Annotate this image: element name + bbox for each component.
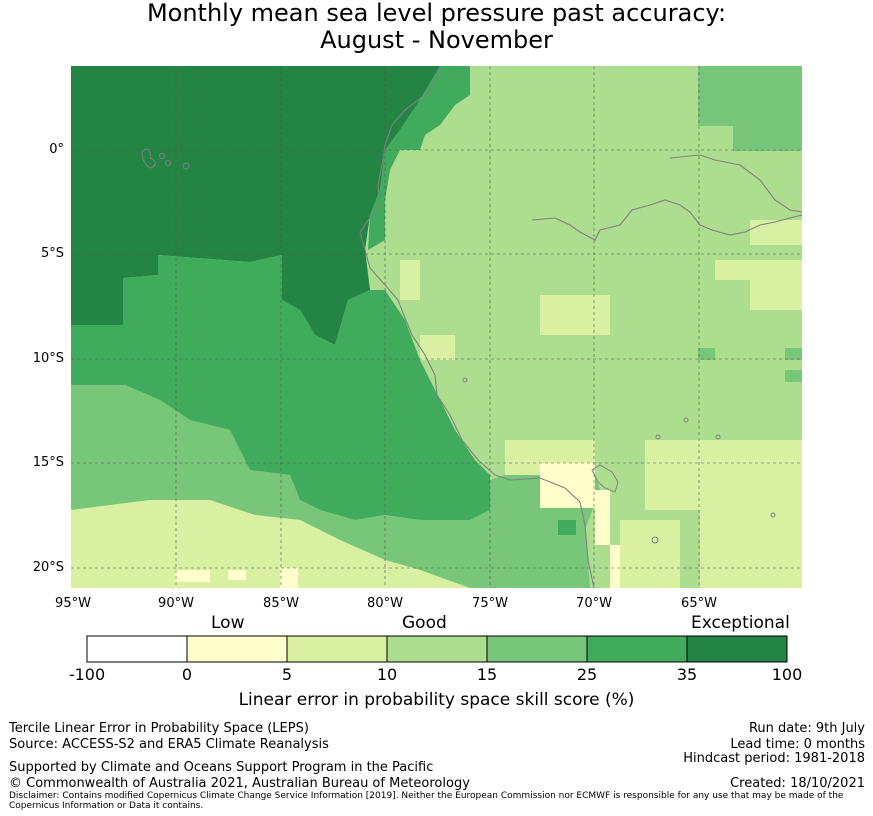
lon-label: 75°W (472, 596, 508, 611)
colorbar-segment (287, 636, 387, 662)
created-date: Created: 18/10/2021 (730, 776, 865, 791)
coastline (359, 66, 595, 588)
run-date: Run date: 9th July (748, 721, 865, 736)
footer-disclaimer-cont: Copernicus Information or Data it contai… (9, 801, 204, 811)
patch-low (595, 490, 610, 545)
colorbar-segment (187, 636, 287, 662)
colorbar-title: Linear error in probability space skill … (238, 690, 635, 710)
colorbar-tick: 10 (376, 665, 398, 684)
patch-low (280, 568, 298, 588)
footer-method: Tercile Linear Error in Probability Spac… (9, 721, 309, 736)
patch-fair (620, 520, 680, 588)
colorbar-segment (687, 636, 787, 662)
ocean-region-fair (71, 500, 470, 588)
patch-good (785, 348, 802, 360)
colorbar-tick: -100 (68, 665, 106, 684)
footer-support: Supported by Climate and Oceans Support … (9, 760, 434, 775)
patch-good (698, 348, 715, 360)
colorbar-tick: 5 (281, 665, 293, 684)
colorbar-outline (86, 635, 788, 663)
lat-label: 5°S (40, 246, 64, 261)
ocean-region-very-good (71, 255, 490, 520)
lon-label: 70°W (576, 596, 612, 611)
lon-label: 80°W (367, 596, 403, 611)
colorbar-segment (587, 636, 687, 662)
patch-low (228, 570, 246, 580)
category-label-low: Low (211, 613, 245, 633)
map-title-line2: August - November (320, 26, 553, 54)
category-label-good: Good (402, 613, 447, 633)
colorbar-segment (387, 636, 487, 662)
patch-fair (700, 510, 802, 588)
patch-good (698, 66, 802, 126)
category-label-exceptional: Exceptional (691, 613, 790, 633)
lat-label: 15°S (32, 455, 64, 470)
lon-label: 95°W (55, 596, 91, 611)
lon-label: 65°W (681, 596, 717, 611)
border (531, 199, 802, 241)
lat-label: 0° (49, 142, 64, 157)
patch-low (540, 463, 595, 508)
patch-fair (645, 440, 802, 510)
border (669, 154, 802, 213)
patch-fair (715, 260, 802, 280)
colorbar-tick: 100 (771, 665, 803, 684)
hindcast-period: Hindcast period: 1981-2018 (683, 751, 865, 766)
colorbar-tick: 15 (476, 665, 498, 684)
colorbar-segment (87, 636, 187, 662)
patch-very-good (558, 520, 576, 535)
patch-fair (750, 220, 802, 245)
colorbar-tick: 25 (576, 665, 598, 684)
footer-source: Source: ACCESS-S2 and ERA5 Climate Reana… (9, 737, 329, 752)
coast-region-very-good (368, 66, 470, 250)
gridlines (71, 66, 802, 588)
footer-copyright: © Commonwealth of Australia 2021, Austra… (9, 776, 470, 791)
patch-fair (540, 295, 610, 335)
patch-good (785, 370, 802, 382)
small-islands (462, 377, 776, 544)
footer-disclaimer: Disclaimer: Contains modified Copernicus… (9, 791, 844, 801)
patch-fair (750, 280, 802, 310)
colorbar (86, 635, 788, 663)
lon-label: 90°W (158, 596, 194, 611)
ocean-region-good (71, 385, 600, 588)
lon-label: 85°W (263, 596, 299, 611)
patch-low (175, 570, 210, 582)
ocean-region-exceptional (71, 66, 440, 345)
galapagos-islands (141, 148, 190, 170)
colorbar-tick: 35 (676, 665, 698, 684)
colorbar-segment (487, 636, 587, 662)
colorbar-tick: 0 (181, 665, 193, 684)
lat-label: 10°S (32, 351, 64, 366)
map-title-line1: Monthly mean sea level pressure past acc… (146, 0, 727, 27)
patch-good (733, 126, 802, 151)
lake-outline (591, 464, 619, 493)
lat-label: 20°S (32, 560, 64, 575)
lead-time: Lead time: 0 months (730, 737, 865, 752)
patch-fair (400, 260, 420, 300)
